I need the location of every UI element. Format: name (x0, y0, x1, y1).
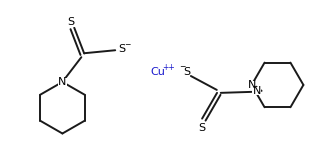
Text: −: − (124, 40, 130, 49)
Text: N: N (58, 77, 67, 87)
Text: S: S (67, 16, 74, 27)
Bar (247, 81, 256, 89)
Bar (66, 20, 75, 27)
Text: N: N (252, 86, 261, 96)
Text: N: N (248, 80, 256, 90)
Text: S: S (119, 44, 126, 54)
Bar (252, 87, 261, 95)
Text: −: − (179, 63, 185, 72)
Bar (58, 78, 67, 86)
Text: S: S (183, 67, 190, 77)
Text: S: S (198, 123, 205, 133)
Bar (198, 122, 206, 130)
Text: ++: ++ (163, 63, 175, 72)
Text: Cu: Cu (151, 67, 165, 77)
